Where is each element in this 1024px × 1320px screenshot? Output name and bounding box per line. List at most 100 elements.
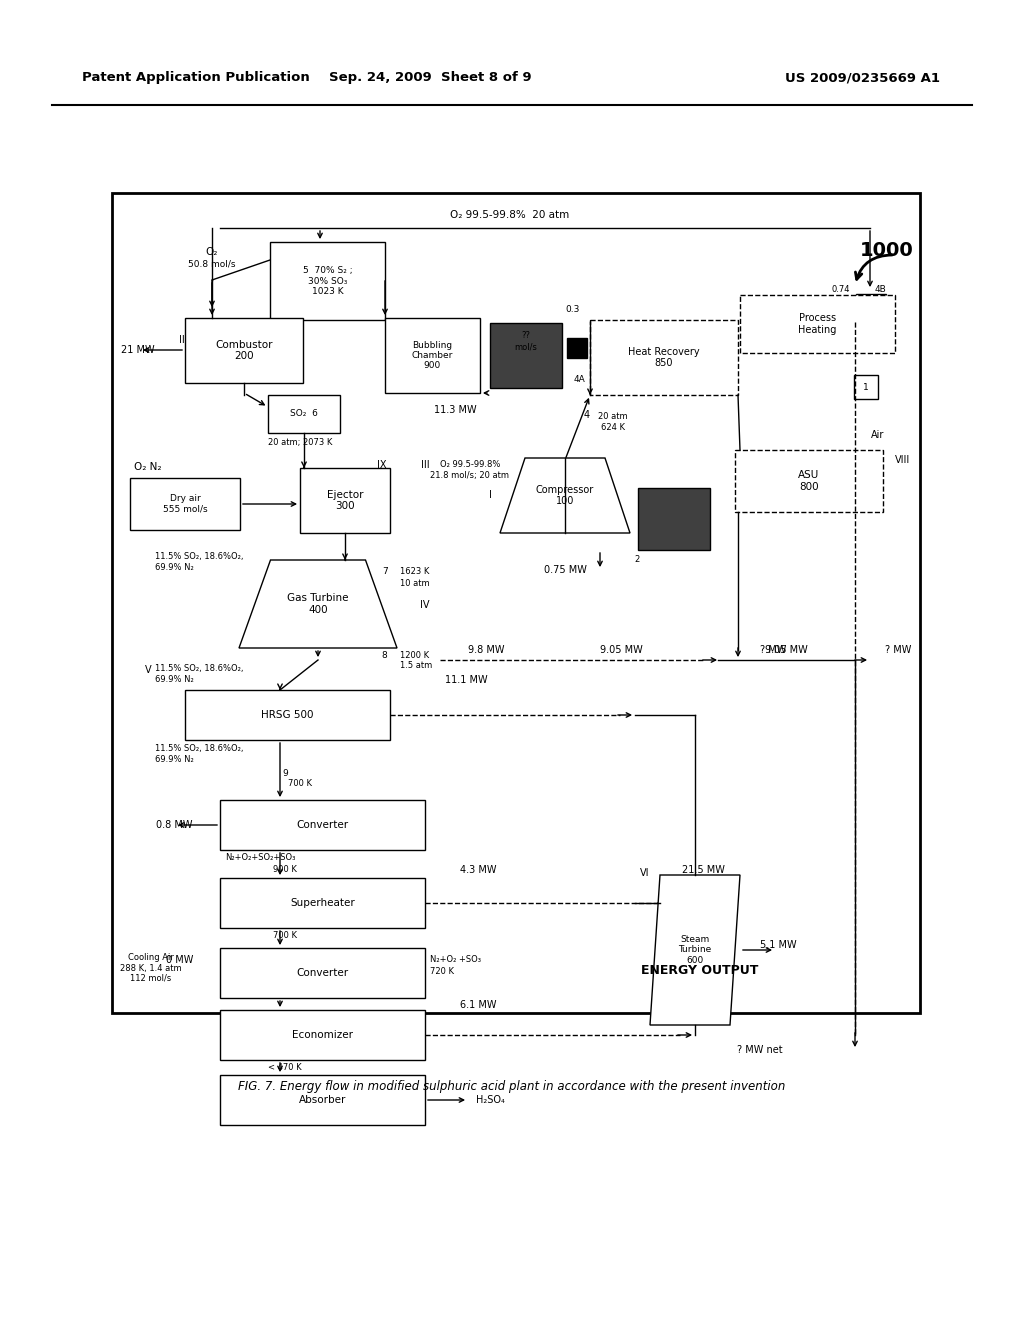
Text: 9.8 MW: 9.8 MW <box>468 645 505 655</box>
Text: 21.5 MW: 21.5 MW <box>682 865 725 875</box>
Text: ? MW: ? MW <box>760 645 786 655</box>
Bar <box>185 690 390 741</box>
Text: 0.74: 0.74 <box>831 285 850 294</box>
Text: 69.9% N₂: 69.9% N₂ <box>155 676 194 685</box>
Text: Converter: Converter <box>296 968 348 978</box>
Bar <box>385 318 480 393</box>
Text: 69.9% N₂: 69.9% N₂ <box>155 755 194 764</box>
Polygon shape <box>650 875 740 1026</box>
Text: FIG. 7. Energy flow in modified sulphuric acid plant in accordance with the pres: FIG. 7. Energy flow in modified sulphuri… <box>239 1080 785 1093</box>
Polygon shape <box>500 458 630 533</box>
Text: IV: IV <box>420 601 430 610</box>
Text: 2: 2 <box>574 345 580 351</box>
Text: O₂: O₂ <box>206 247 218 257</box>
Text: Bubbling
Chamber
900: Bubbling Chamber 900 <box>412 341 454 371</box>
Text: 2: 2 <box>574 343 580 352</box>
Text: mol/s: mol/s <box>515 342 538 351</box>
Text: II: II <box>179 335 185 345</box>
Text: Combustor
200: Combustor 200 <box>215 339 272 362</box>
Bar <box>300 469 390 533</box>
Text: O₂ 99.5-99.8%  20 atm: O₂ 99.5-99.8% 20 atm <box>451 210 569 220</box>
Bar <box>220 1010 425 1060</box>
Text: 21 MW: 21 MW <box>122 345 155 355</box>
Text: 2: 2 <box>635 556 640 565</box>
Text: 1200 K: 1200 K <box>400 651 429 660</box>
Text: III: III <box>421 459 429 470</box>
Text: 7: 7 <box>382 568 388 577</box>
Bar <box>638 488 710 550</box>
Text: ? MW: ? MW <box>885 645 911 655</box>
Text: 4B: 4B <box>874 285 887 293</box>
Text: Dry air
555 mol/s: Dry air 555 mol/s <box>163 494 207 513</box>
Bar <box>130 478 240 531</box>
Bar <box>270 242 385 319</box>
Text: Absorber: Absorber <box>299 1096 346 1105</box>
Bar <box>268 395 340 433</box>
Text: Air: Air <box>871 430 885 440</box>
Text: US 2009/0235669 A1: US 2009/0235669 A1 <box>785 71 940 84</box>
Text: V: V <box>144 665 152 675</box>
Text: 9.05 MW: 9.05 MW <box>765 645 807 655</box>
Text: 8: 8 <box>381 651 387 660</box>
Text: 11.1 MW: 11.1 MW <box>445 675 487 685</box>
Text: 4: 4 <box>584 411 590 420</box>
Text: Cooling Air
288 K, 1.4 atm
112 mol/s: Cooling Air 288 K, 1.4 atm 112 mol/s <box>120 953 181 983</box>
Text: 11.5% SO₂, 18.6%O₂,: 11.5% SO₂, 18.6%O₂, <box>155 552 244 561</box>
Text: 50.8 mol/s: 50.8 mol/s <box>188 260 236 268</box>
Bar <box>567 338 587 358</box>
Text: 6.1 MW: 6.1 MW <box>460 1001 497 1010</box>
Text: 11.5% SO₂, 18.6%O₂,: 11.5% SO₂, 18.6%O₂, <box>155 743 244 752</box>
Text: 900 K: 900 K <box>273 866 297 874</box>
Bar <box>112 193 920 1012</box>
Text: SO₂  6: SO₂ 6 <box>290 409 317 418</box>
Bar <box>185 318 303 383</box>
Text: Ejector
300: Ejector 300 <box>327 490 364 511</box>
Bar <box>220 948 425 998</box>
Text: 1.5 atm: 1.5 atm <box>400 661 432 671</box>
Text: 720 K: 720 K <box>430 968 454 977</box>
Text: 700 K: 700 K <box>273 931 297 940</box>
Text: 5  70% S₂ ;
30% SO₃
1023 K: 5 70% S₂ ; 30% SO₃ 1023 K <box>303 267 352 296</box>
Text: ENERGY OUTPUT: ENERGY OUTPUT <box>641 964 759 977</box>
Text: Converter: Converter <box>296 820 348 830</box>
Text: H₂SO₄: H₂SO₄ <box>475 1096 505 1105</box>
Bar <box>854 375 878 399</box>
Bar <box>740 294 895 352</box>
Text: 11.5% SO₂, 18.6%O₂,: 11.5% SO₂, 18.6%O₂, <box>155 664 244 672</box>
Text: Steam
Turbine
600: Steam Turbine 600 <box>678 935 712 965</box>
Text: Economizer: Economizer <box>292 1030 353 1040</box>
Text: 4A: 4A <box>573 375 585 384</box>
Text: 9: 9 <box>283 768 288 777</box>
Text: 1000: 1000 <box>860 240 913 260</box>
Text: Superheater: Superheater <box>290 898 355 908</box>
Text: VIII: VIII <box>895 455 910 465</box>
Text: 9.05 MW: 9.05 MW <box>600 645 643 655</box>
Text: 700 K: 700 K <box>288 779 312 788</box>
Text: O₂ 99.5-99.8%
21.8 mol/s; 20 atm: O₂ 99.5-99.8% 21.8 mol/s; 20 atm <box>430 461 510 479</box>
Text: O₂ N₂: O₂ N₂ <box>134 462 162 473</box>
Text: 0.75 MW: 0.75 MW <box>544 565 587 576</box>
Text: 69.9% N₂: 69.9% N₂ <box>155 564 194 573</box>
Text: ASU
800: ASU 800 <box>799 470 819 492</box>
Text: ? MW net: ? MW net <box>737 1045 782 1055</box>
Text: Process
Heating: Process Heating <box>799 313 837 335</box>
Text: IX: IX <box>377 459 387 470</box>
Bar <box>735 450 883 512</box>
Bar <box>490 323 562 388</box>
Text: 11.3 MW: 11.3 MW <box>434 405 476 414</box>
Text: 1: 1 <box>863 383 869 392</box>
Polygon shape <box>239 560 397 648</box>
Bar <box>220 1074 425 1125</box>
Text: Compressor
100: Compressor 100 <box>536 484 594 507</box>
Text: 10 atm: 10 atm <box>400 578 430 587</box>
Bar <box>856 294 886 322</box>
Bar <box>220 878 425 928</box>
Text: 0 MW: 0 MW <box>166 954 193 965</box>
Text: 20 atm; 2073 K: 20 atm; 2073 K <box>268 438 333 447</box>
Text: 1623 K: 1623 K <box>400 568 429 577</box>
Text: Patent Application Publication: Patent Application Publication <box>82 71 309 84</box>
Text: N₂+O₂ +SO₃: N₂+O₂ +SO₃ <box>430 956 481 965</box>
Text: ??: ?? <box>521 330 530 339</box>
Text: I: I <box>488 490 492 500</box>
Text: N₂+O₂+SO₂+SO₃: N₂+O₂+SO₂+SO₃ <box>225 854 295 862</box>
